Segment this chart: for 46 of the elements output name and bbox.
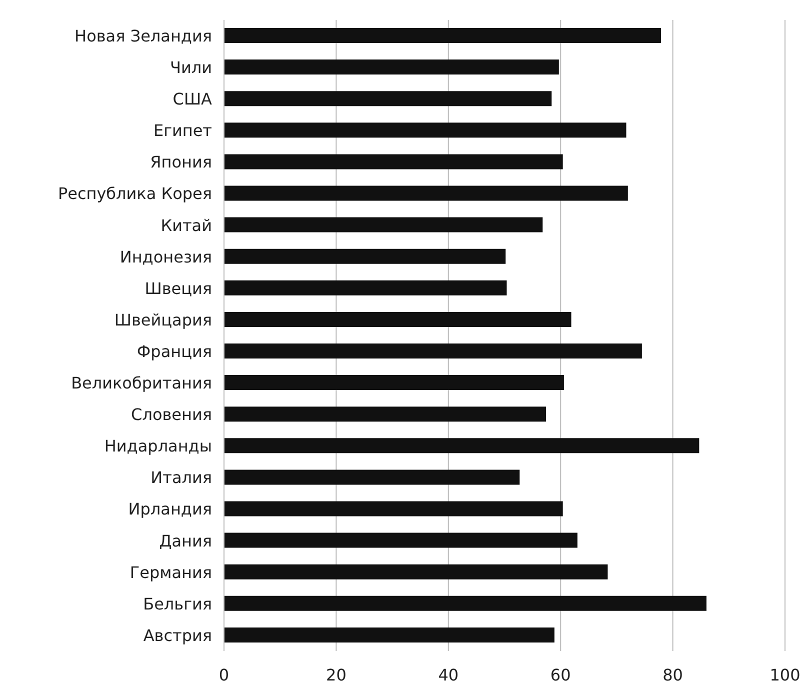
y-tick-label: Нидарланды	[104, 436, 212, 456]
bar	[224, 217, 543, 232]
x-tick-label: 100	[770, 665, 800, 684]
y-tick-label: Германия	[130, 562, 212, 582]
bar	[224, 532, 578, 548]
y-tick-label: Китай	[160, 216, 212, 235]
y-tick-label: Бельгия	[143, 594, 212, 614]
bar	[224, 154, 563, 170]
bar	[224, 122, 626, 138]
y-tick-label: Ирландия	[128, 500, 212, 519]
x-tick-label: 80	[662, 665, 683, 684]
x-tick-label: 20	[326, 665, 346, 684]
y-tick-label: Италия	[150, 468, 212, 488]
bar	[224, 596, 706, 611]
y-tick-label: Чили	[170, 58, 212, 78]
y-tick-label: Словения	[131, 405, 212, 424]
bar	[224, 28, 662, 43]
y-tick-label: Япония	[150, 152, 212, 172]
bar	[224, 280, 507, 296]
y-tick-label: Австрия	[143, 626, 212, 645]
bar	[224, 60, 559, 75]
bar	[224, 91, 552, 106]
y-tick-label: Франция	[136, 342, 212, 361]
x-tick-label: 60	[550, 665, 571, 684]
bar	[224, 186, 628, 201]
bar	[224, 564, 608, 580]
y-tick-label: Новая Зеландия	[74, 26, 212, 46]
bar	[224, 406, 546, 422]
bar	[224, 470, 520, 485]
y-tick-label: Египет	[153, 121, 212, 140]
bar	[224, 375, 564, 390]
x-tick-label: 0	[218, 665, 230, 684]
y-tick-label: Индонезия	[120, 247, 212, 266]
y-tick-label: Швеция	[144, 278, 212, 298]
y-tick-label: Республика Корея	[58, 184, 212, 204]
bar	[224, 248, 506, 264]
bar	[224, 501, 563, 516]
y-tick-label: Дания	[159, 531, 212, 550]
y-tick-label: США	[172, 90, 212, 109]
x-tick-label: 40	[438, 665, 459, 684]
y-tick-label: Великобритания	[71, 374, 212, 393]
bar	[224, 438, 700, 454]
bar	[224, 312, 572, 327]
bar	[224, 627, 554, 642]
y-tick-label: Швейцария	[114, 310, 212, 330]
bar	[224, 344, 642, 358]
